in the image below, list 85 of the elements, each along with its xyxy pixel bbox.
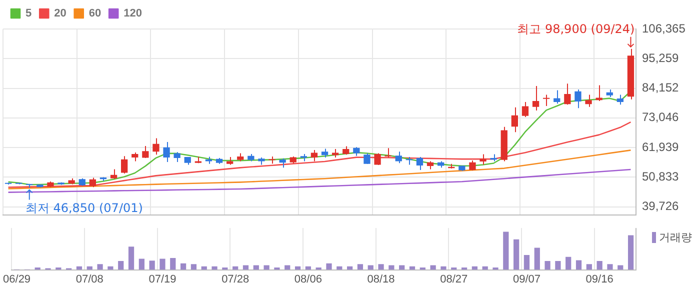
candlestick — [469, 160, 476, 171]
x-tick-label: 07/08 — [76, 273, 104, 286]
candlestick — [543, 94, 550, 107]
bar — [242, 265, 249, 270]
bar — [534, 248, 540, 270]
candlestick — [511, 106, 518, 133]
x-tick-label: 08/27 — [440, 273, 468, 286]
bar — [378, 264, 384, 270]
bar — [524, 254, 530, 270]
candlestick — [152, 138, 160, 156]
bar — [138, 258, 144, 270]
legend-label: 20 — [54, 8, 66, 20]
bar — [212, 266, 218, 270]
bar — [180, 263, 186, 270]
y-tick-label: 95,259 — [642, 50, 680, 65]
bar — [596, 261, 602, 270]
legend-label: 5 — [26, 8, 32, 20]
bar — [544, 261, 550, 270]
bar — [440, 266, 446, 270]
bar — [503, 232, 509, 270]
y-tick-label: 106,365 — [642, 21, 686, 36]
x-tick-label: 08/18 — [367, 273, 395, 286]
bar — [128, 246, 134, 270]
bar — [170, 258, 176, 270]
candlestick — [574, 88, 582, 109]
legend-label: 120 — [124, 8, 142, 20]
x-tick-label: 09/16 — [586, 273, 614, 286]
bar — [586, 264, 592, 270]
candlestick — [364, 152, 370, 164]
candlestick — [554, 90, 560, 104]
y-tick-label: 50,833 — [642, 169, 680, 184]
annotation: 최저 46,850 (07/01) — [25, 200, 143, 215]
candlestick — [384, 148, 392, 158]
bar — [326, 263, 332, 270]
candlestick — [395, 151, 402, 164]
y-tick-label: 39,726 — [642, 199, 680, 214]
candlestick — [564, 83, 571, 106]
bar — [514, 239, 520, 270]
bar — [555, 261, 561, 270]
bar — [190, 264, 197, 270]
bar — [97, 264, 103, 270]
bar — [160, 258, 166, 270]
bar — [388, 265, 394, 270]
bar — [357, 264, 364, 270]
candlestick — [142, 146, 149, 159]
candlestick — [585, 94, 592, 108]
candlestick — [374, 152, 381, 166]
y-tick-label: 61,939 — [642, 140, 680, 154]
x-tick-label: 08/06 — [294, 273, 322, 286]
candlestick — [310, 150, 318, 162]
candlestick — [596, 84, 602, 102]
legend-label: 거래량 — [659, 230, 692, 245]
candlestick — [110, 168, 118, 180]
bar — [628, 235, 634, 270]
bar — [264, 265, 270, 270]
bar — [108, 266, 114, 270]
candlestick — [522, 102, 529, 118]
candlestick — [279, 158, 286, 168]
bar — [118, 261, 124, 270]
bar — [149, 260, 155, 270]
y-tick-label: 73,046 — [642, 110, 680, 124]
x-tick-label: 09/07 — [512, 273, 540, 286]
y-tick-label: 84,152 — [642, 80, 680, 95]
x-tick-label: 07/19 — [148, 273, 176, 286]
candlestick — [174, 152, 180, 163]
candlestick — [89, 177, 96, 188]
bar — [576, 260, 582, 270]
bar — [607, 264, 613, 270]
bar — [399, 265, 405, 270]
bar — [368, 265, 374, 270]
bar — [253, 265, 259, 270]
annotation: 최고 98,900 (09/24) — [517, 22, 635, 36]
x-tick-label: 06/29 — [3, 273, 31, 286]
candlestick — [121, 156, 128, 174]
candlestick — [532, 86, 540, 112]
candlestick — [416, 156, 424, 171]
candlestick — [480, 154, 486, 166]
candlestick — [616, 94, 624, 106]
candlestick — [163, 142, 170, 163]
bar — [618, 265, 624, 270]
bar — [284, 265, 290, 270]
bar — [430, 265, 436, 270]
bar — [566, 256, 572, 270]
x-tick-label: 07/28 — [222, 273, 250, 286]
legend-label: 60 — [88, 8, 102, 20]
